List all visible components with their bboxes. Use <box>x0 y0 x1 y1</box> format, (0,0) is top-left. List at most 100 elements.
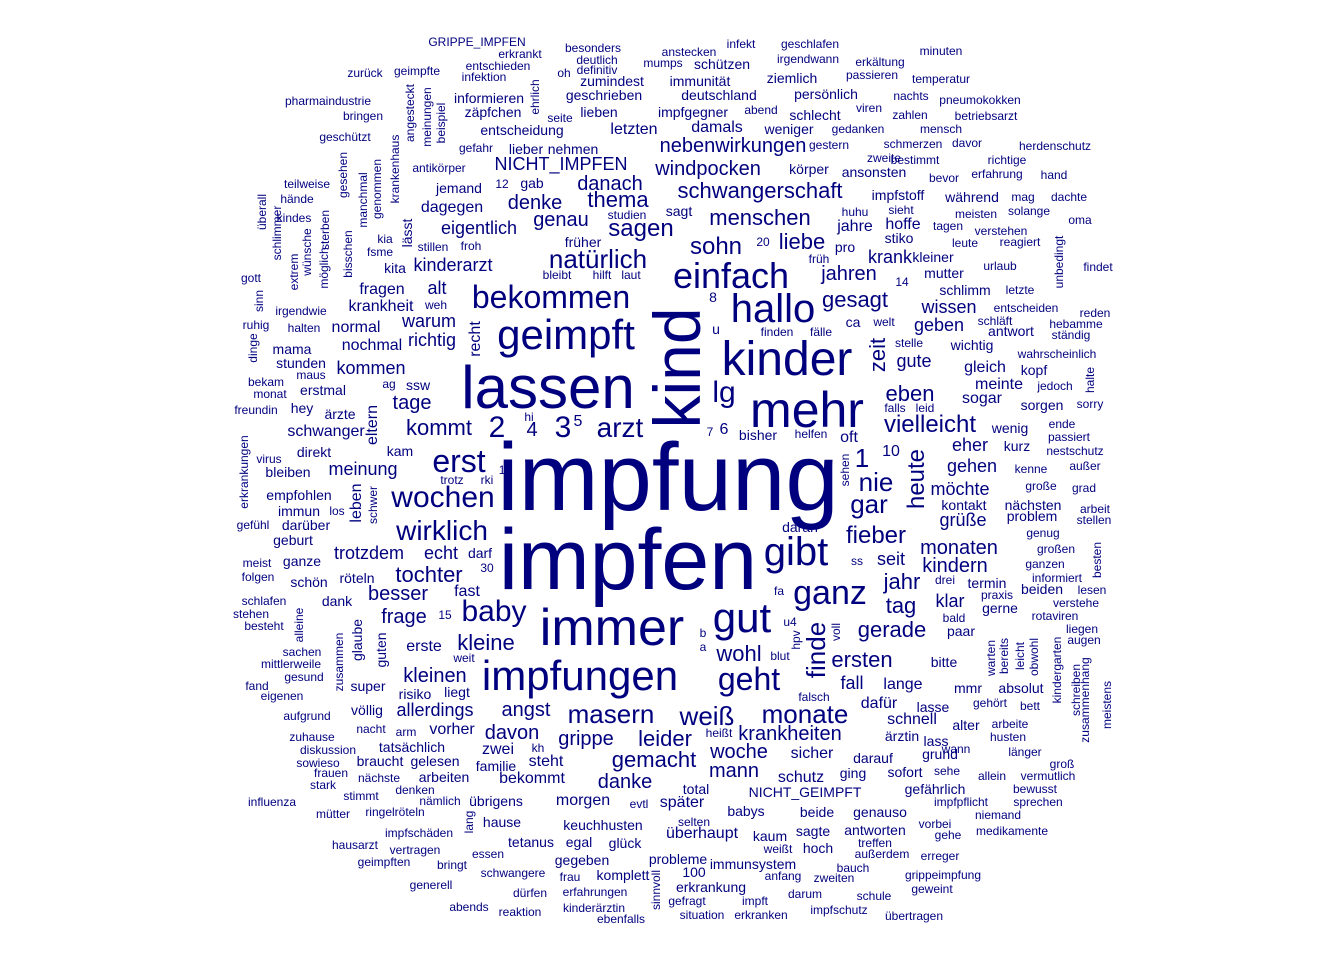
word-geburt: geburt <box>273 532 313 548</box>
word-froh: froh <box>460 239 482 253</box>
word-absolut: absolut <box>998 680 1044 696</box>
word-helfen: helfen <box>794 427 828 441</box>
word-erkrankungen: erkrankungen <box>237 435 251 509</box>
word-rki: rki <box>480 473 494 487</box>
word-findet: findet <box>1083 260 1113 274</box>
word-stillen: stillen <box>417 240 449 254</box>
word-mehr: mehr <box>750 382 864 438</box>
word-direkt: direkt <box>296 444 332 460</box>
word-früher: früher <box>564 234 602 250</box>
word-schützen: schützen <box>693 56 751 72</box>
word-11: 11 <box>498 463 512 477</box>
word-liegen: liegen <box>1065 622 1099 636</box>
word-impfung: impfung <box>497 424 839 531</box>
word-antworten: antworten <box>844 822 906 838</box>
word-mama: mama <box>272 341 312 357</box>
word-bereits: bereits <box>997 637 1011 675</box>
word-antwort: antwort <box>988 323 1034 339</box>
word-heute: heute <box>903 448 930 510</box>
word-kindern: kindern <box>922 555 988 577</box>
word-mag: mag <box>1011 190 1035 204</box>
word-sowieso: sowieso <box>296 756 340 770</box>
word-gar: gar <box>850 489 888 519</box>
word-besonders: besonders <box>564 41 622 55</box>
word-kurz: kurz <box>1003 438 1031 454</box>
word-arm: arm <box>395 725 417 739</box>
word-pneumokokken: pneumokokken <box>939 93 1021 107</box>
word-fälle: fälle <box>809 325 833 339</box>
word-familie: familie <box>475 758 517 774</box>
word-irgendwie: irgendwie <box>275 304 327 318</box>
word-6: 6 <box>719 421 729 438</box>
word-tochter: tochter <box>395 562 463 587</box>
word-lieber: lieber <box>508 141 544 157</box>
word-komplett: komplett <box>596 867 650 883</box>
word-zeit: zeit <box>865 337 890 373</box>
word-gibt: gibt <box>763 530 829 574</box>
word-schlimmer: schlimmer <box>270 205 284 261</box>
word-tage: tage <box>392 392 432 414</box>
word-arzt: arzt <box>596 412 644 443</box>
word-sieht: sieht <box>888 203 914 217</box>
word-nebenwirkungen: nebenwirkungen <box>659 135 807 157</box>
word-ganz: ganz <box>793 574 867 612</box>
word-weit: weit <box>453 651 475 665</box>
word-meist: meist <box>242 556 272 570</box>
word-schreiben: schreiben <box>1069 663 1083 717</box>
word-grippeimpfung: grippeimpfung <box>904 868 982 882</box>
word-immunsystem: immunsystem <box>709 856 797 872</box>
word-entscheidung: entscheidung <box>480 122 564 138</box>
word-davon: davon <box>484 722 540 744</box>
word-schnell: schnell <box>887 711 937 728</box>
word-sicher: sicher <box>790 745 834 762</box>
word-gestern: gestern <box>808 138 850 152</box>
word-kinder: kinder <box>721 333 853 386</box>
word-impfgegner: impfgegner <box>657 104 729 120</box>
word-empfohlen: empfohlen <box>266 487 332 503</box>
word-menschen: menschen <box>709 205 811 230</box>
word-sorgen: sorgen <box>1020 397 1064 413</box>
word-sinnvoll: sinnvoll <box>649 869 663 911</box>
word-schwangerschaft: schwangerschaft <box>677 178 843 203</box>
word-ruhig: ruhig <box>242 318 270 332</box>
word-geschrieben: geschrieben <box>565 87 643 103</box>
word-vielleicht: vielleicht <box>883 411 977 438</box>
word-arbeite: arbeite <box>991 717 1029 731</box>
word-ganze: ganze <box>282 553 322 569</box>
word-gehe: gehe <box>934 828 962 842</box>
word-infektion: infektion <box>461 70 507 84</box>
word-fast: fast <box>454 583 480 600</box>
word-kia: kia <box>377 232 393 246</box>
word-stehen: stehen <box>232 607 270 621</box>
word-vermutlich: vermutlich <box>1020 769 1076 783</box>
word-husten: husten <box>989 730 1027 744</box>
word-sogar: sogar <box>961 390 1003 407</box>
word-mmr: mmr <box>954 680 982 696</box>
word-stark: stark <box>309 778 337 792</box>
word-20: 20 <box>756 235 770 249</box>
word-geweint: geweint <box>911 882 953 896</box>
word-jemand: jemand <box>436 180 482 196</box>
word-gehört: gehört <box>972 696 1008 710</box>
word-groß: groß <box>1049 757 1075 771</box>
word-grippe: grippe <box>558 728 614 750</box>
word-gemacht: gemacht <box>611 747 697 772</box>
word-wichtig: wichtig <box>950 337 994 353</box>
word-besteht: besteht <box>244 619 284 633</box>
word-gefragt: gefragt <box>668 894 706 908</box>
word-stunden: stunden <box>276 355 326 371</box>
word-zweiten: zweiten <box>813 871 855 885</box>
word-stimmt: stimmt <box>343 789 379 803</box>
word-manchmal: manchmal <box>356 172 370 228</box>
word-möglich: möglich <box>317 247 331 289</box>
word-definitiv: definitiv <box>576 63 618 77</box>
word-nächsten: nächsten <box>1004 497 1062 513</box>
word-sehen: sehen <box>838 453 852 487</box>
word-kaum: kaum <box>752 828 788 844</box>
word-sorry: sorry <box>1076 397 1104 411</box>
word-steht: steht <box>528 753 564 770</box>
word-wahrscheinlich: wahrscheinlich <box>1017 347 1097 361</box>
word-schlafen: schlafen <box>241 594 287 608</box>
word-bett: bett <box>1019 699 1041 713</box>
word-14: 14 <box>895 275 909 289</box>
